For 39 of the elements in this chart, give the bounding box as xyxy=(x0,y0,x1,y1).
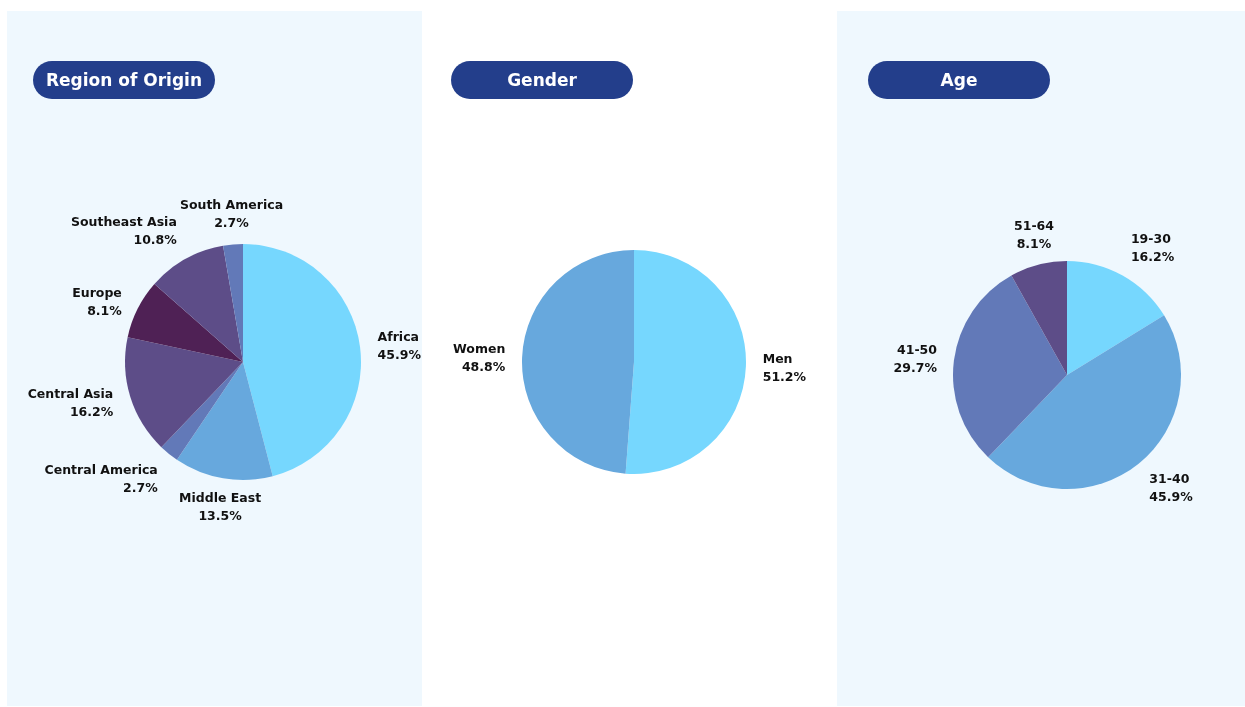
data-label: 8.1% xyxy=(87,302,123,318)
data-label: 48.8% xyxy=(461,359,506,375)
data-label: 13.5% xyxy=(198,507,243,523)
pie-slice xyxy=(176,362,273,480)
slice-label: Middle East xyxy=(179,489,262,505)
slice-label: South America xyxy=(179,196,284,212)
slice-label: Central America xyxy=(44,461,158,477)
slice-label: 41-50 xyxy=(896,342,938,358)
data-label: 10.8% xyxy=(133,231,178,247)
data-label: 8.1% xyxy=(1016,236,1052,252)
data-label: 16.2% xyxy=(1130,248,1175,264)
chart-title: Age xyxy=(940,70,978,90)
slice-label: 51-64 xyxy=(1013,218,1055,234)
slice-label: Men xyxy=(762,350,793,366)
data-label: 45.9% xyxy=(1149,489,1194,504)
pie-slice xyxy=(1011,261,1067,375)
data-label: 45.9% xyxy=(377,346,422,362)
pie-slice xyxy=(243,244,361,477)
data-label: 29.7% xyxy=(893,360,938,376)
data-label: 2.7% xyxy=(123,479,159,495)
chart-title: Region of Origin xyxy=(45,70,203,90)
data-label: 16.2% xyxy=(69,403,114,419)
slice-label: 19-30 xyxy=(1130,230,1172,246)
pie-slice xyxy=(953,275,1067,458)
slice-label: Southeast Asia xyxy=(70,213,177,229)
pie-slice xyxy=(625,250,746,474)
pie-slice xyxy=(223,244,243,362)
pie-slice xyxy=(127,284,243,362)
chart-title: Gender xyxy=(507,70,578,90)
data-label: 2.7% xyxy=(214,214,250,230)
pie-slice xyxy=(1067,261,1165,375)
slice-label: Central Asia xyxy=(27,385,114,401)
pie-slice xyxy=(522,250,634,474)
slice-label: Europe xyxy=(72,284,122,300)
slice-label: Africa xyxy=(377,328,420,344)
slice-label: 31-40 xyxy=(1149,471,1190,486)
data-label: 51.2% xyxy=(762,368,807,384)
pie-slice xyxy=(161,362,243,460)
slice-label: Women xyxy=(452,341,506,357)
